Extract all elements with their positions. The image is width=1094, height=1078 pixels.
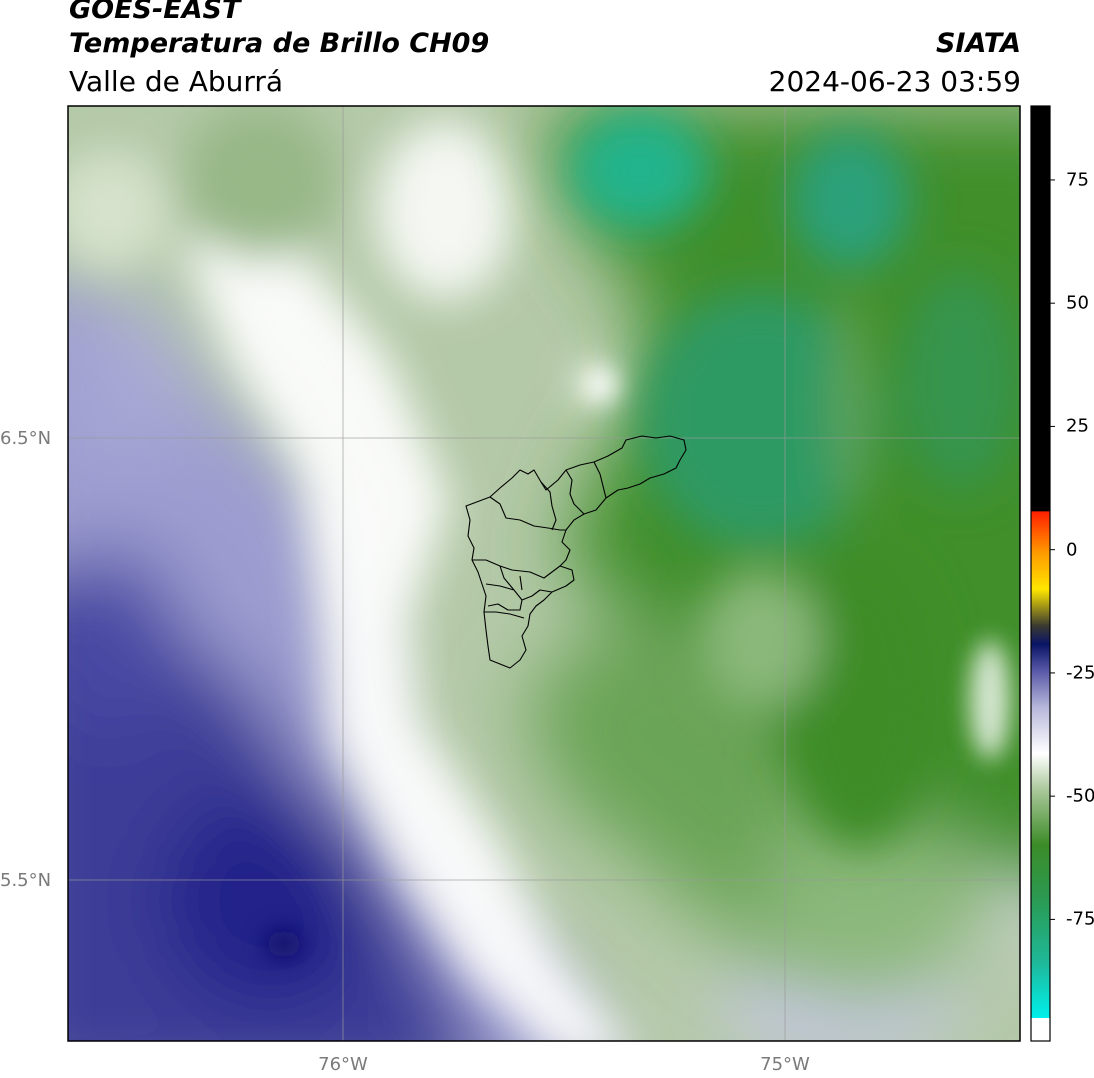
region-subtitle: Valle de Aburrá xyxy=(69,65,284,98)
colorbar-tick-label: -75 xyxy=(1066,908,1094,930)
lon-label-75w: 75°W xyxy=(760,1054,810,1075)
colorbar xyxy=(1030,105,1055,1042)
map-frame xyxy=(67,105,1021,1042)
colorbar-tick-label: -50 xyxy=(1066,785,1094,807)
map-gridlines xyxy=(68,106,1020,1041)
satellite-title: GOES-EAST xyxy=(69,0,241,25)
aburra-valley-boundaries xyxy=(465,435,687,669)
colorbar-tick-label: 0 xyxy=(1066,539,1078,561)
product-title: Temperatura de Brillo CH09 xyxy=(69,28,490,59)
organization-title: SIATA xyxy=(935,28,1021,59)
colorbar-tick-label: 75 xyxy=(1066,169,1089,191)
lon-label-76w: 76°W xyxy=(318,1054,368,1075)
lat-label-5-5n: 5.5°N xyxy=(0,870,52,891)
colorbar-tick-label: 25 xyxy=(1066,415,1089,437)
colorbar-tick-label: -25 xyxy=(1066,662,1094,684)
colorbar-tick-label: 50 xyxy=(1066,292,1089,314)
lat-label-6-5n: 6.5°N xyxy=(0,428,52,449)
timestamp: 2024-06-23 03:59 xyxy=(768,65,1021,98)
temperature-field xyxy=(68,106,1020,1041)
